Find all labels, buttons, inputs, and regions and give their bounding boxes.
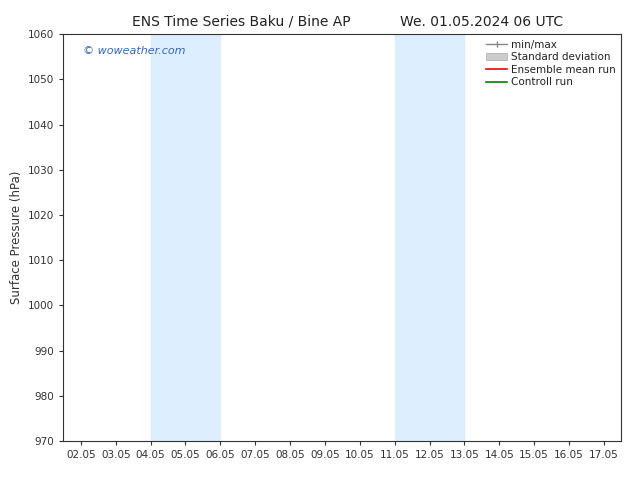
Text: ENS Time Series Baku / Bine AP: ENS Time Series Baku / Bine AP — [132, 15, 350, 29]
Bar — [150, 34, 221, 441]
Text: We. 01.05.2024 06 UTC: We. 01.05.2024 06 UTC — [400, 15, 564, 29]
Legend: min/max, Standard deviation, Ensemble mean run, Controll run: min/max, Standard deviation, Ensemble me… — [484, 37, 618, 89]
Text: © woweather.com: © woweather.com — [82, 46, 185, 55]
Bar — [394, 34, 464, 441]
Y-axis label: Surface Pressure (hPa): Surface Pressure (hPa) — [10, 171, 23, 304]
